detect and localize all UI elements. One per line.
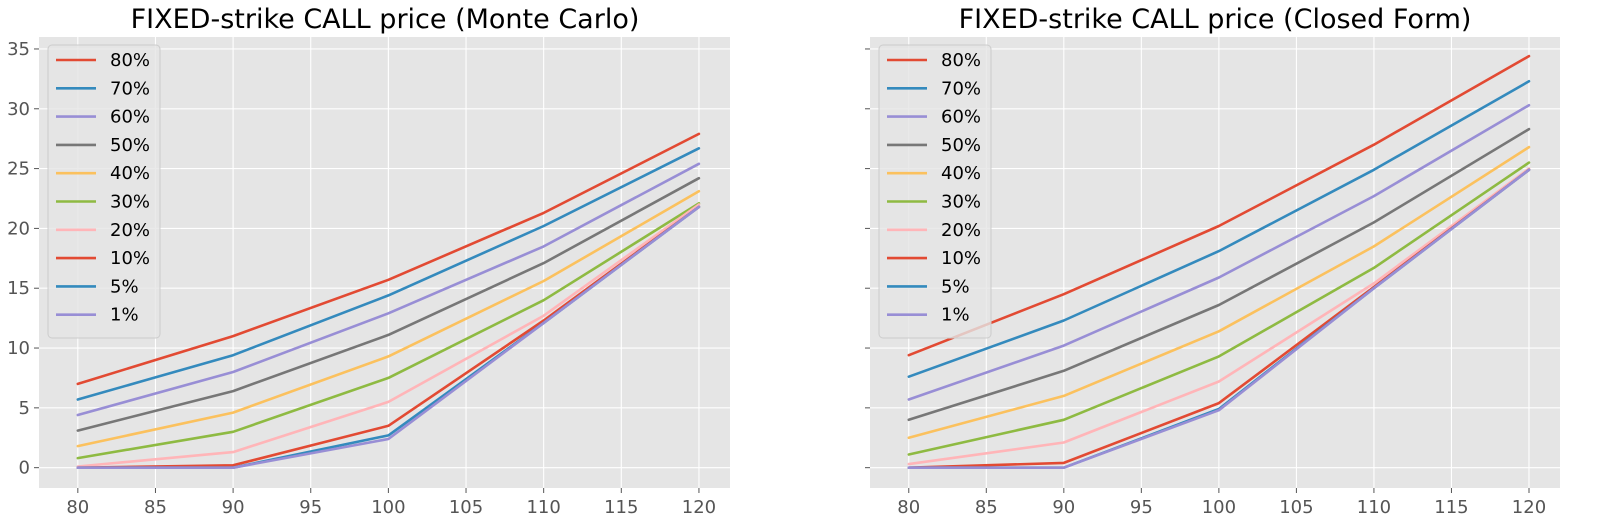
x-tick-label: 105 [1279,497,1313,518]
legend-label: 10% [941,248,981,269]
x-tick-label: 110 [1357,497,1391,518]
y-tick-label: 5 [19,398,30,419]
series-line-80pct [76,132,701,386]
y-tick-label: 0 [19,458,30,479]
y-tick-label: 15 [7,278,30,299]
x-axis: 80 85 90 95 100 105 110 115 120 [897,488,1546,518]
series-line-30pct [907,161,1531,456]
legend-label: 20% [941,220,981,241]
legend: 80% 70% 60% 50% 40% 30% 20% 10% 5% 1% [47,44,161,339]
legend-label: 5% [941,276,970,297]
series-line-20pct [76,203,701,468]
series-line-70pct [76,147,701,401]
series-line-50pct [76,176,701,432]
series-lines [907,54,1531,470]
chart-panel-monte-carlo: 80 85 90 95 100 105 110 115 120 0 5 10 15 20 25 30 35 FIX… [7,4,730,518]
legend-label: 30% [941,192,981,213]
legend-box [878,44,992,339]
grid [39,37,730,488]
x-axis: 80 85 90 95 100 105 110 115 120 [66,488,716,518]
x-tick-label: 85 [975,497,998,518]
legend-box [47,44,161,339]
legend-label: 70% [110,78,150,99]
series-line-40pct [76,190,701,448]
legend-label: 10% [110,248,150,269]
legend-label: 5% [110,276,139,297]
x-tick-label: 115 [1434,497,1468,518]
y-tick-label: 25 [7,159,30,180]
series-line-20pct [907,167,1531,466]
x-tick-label: 100 [1202,497,1236,518]
legend-label: 1% [110,305,139,326]
legend-label: 50% [941,135,981,156]
chart-title: FIXED-strike CALL price (Monte Carlo) [131,4,640,35]
legend-label: 50% [110,135,150,156]
series-line-70pct [907,80,1531,379]
series-line-40pct [907,145,1531,440]
legend-label: 40% [941,163,981,184]
x-tick-label: 80 [897,497,920,518]
x-tick-label: 90 [1052,497,1075,518]
x-tick-label: 85 [144,497,167,518]
y-tick-label: 20 [7,218,30,239]
x-tick-label: 120 [1512,497,1546,518]
legend-label: 80% [110,50,150,71]
y-axis: 0 5 10 15 20 25 30 35 [7,39,39,479]
series-line-60pct [76,162,701,417]
legend-label: 20% [110,220,150,241]
series-line-60pct [907,103,1531,401]
legend-label: 70% [941,78,981,99]
x-tick-label: 120 [682,497,716,518]
x-tick-label: 95 [1130,497,1153,518]
y-tick-label: 10 [7,338,30,359]
x-tick-label: 95 [299,497,322,518]
y-tick-label: 30 [7,99,30,120]
x-tick-label: 80 [66,497,89,518]
legend-label: 40% [110,163,150,184]
series-line-1pct [76,205,701,470]
x-tick-label: 110 [526,497,560,518]
chart-title: FIXED-strike CALL price (Closed Form) [959,4,1472,35]
legend-label: 60% [110,107,150,128]
x-tick-label: 115 [604,497,638,518]
x-tick-label: 105 [449,497,483,518]
chart-panel-closed-form: 80 85 90 95 100 105 110 115 120 FIXED-strike CALL… [865,4,1560,518]
legend: 80% 70% 60% 50% 40% 30% 20% 10% 5% 1% [878,44,992,339]
legend-label: 80% [941,50,981,71]
series-line-1pct [907,168,1531,470]
x-tick-label: 100 [371,497,405,518]
legend-label: 1% [941,305,970,326]
series-line-80pct [907,54,1531,357]
legend-label: 30% [110,192,150,213]
x-tick-label: 90 [222,497,245,518]
legend-label: 60% [941,107,981,128]
y-tick-label: 35 [7,39,30,60]
y-axis [865,48,870,469]
series-line-50pct [907,127,1531,422]
series-line-30pct [76,202,701,460]
series-lines [76,132,701,470]
